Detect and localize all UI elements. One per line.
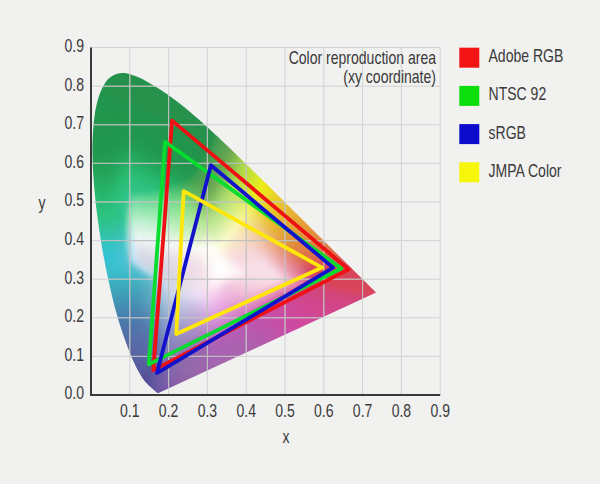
svg-text:0.5: 0.5: [64, 190, 84, 210]
svg-text:0.6: 0.6: [64, 151, 84, 171]
svg-text:0.4: 0.4: [236, 400, 256, 420]
svg-text:0.4: 0.4: [64, 228, 84, 248]
svg-text:Adobe RGB: Adobe RGB: [489, 45, 564, 65]
svg-text:Color reproduction area: Color reproduction area: [289, 47, 436, 67]
svg-text:0.6: 0.6: [314, 400, 334, 420]
svg-text:0.0: 0.0: [64, 383, 84, 403]
svg-text:0.7: 0.7: [64, 112, 84, 132]
svg-text:0.2: 0.2: [159, 400, 179, 420]
svg-text:0.7: 0.7: [353, 400, 373, 420]
svg-text:0.2: 0.2: [64, 305, 84, 325]
svg-text:JMPA Color: JMPA Color: [489, 160, 563, 180]
svg-text:0.1: 0.1: [120, 400, 140, 420]
svg-text:(xy coordinate): (xy coordinate): [343, 66, 436, 86]
svg-text:x: x: [282, 426, 289, 446]
svg-text:sRGB: sRGB: [489, 122, 526, 142]
svg-text:y: y: [38, 192, 46, 212]
svg-text:0.3: 0.3: [64, 267, 84, 287]
svg-text:0.8: 0.8: [392, 400, 412, 420]
svg-text:0.9: 0.9: [430, 400, 450, 420]
svg-text:0.1: 0.1: [64, 344, 84, 364]
svg-text:NTSC 92: NTSC 92: [489, 84, 547, 104]
svg-text:0.3: 0.3: [198, 400, 218, 420]
svg-text:0.5: 0.5: [275, 400, 295, 420]
svg-text:0.9: 0.9: [64, 35, 84, 55]
svg-text:0.8: 0.8: [64, 74, 84, 94]
